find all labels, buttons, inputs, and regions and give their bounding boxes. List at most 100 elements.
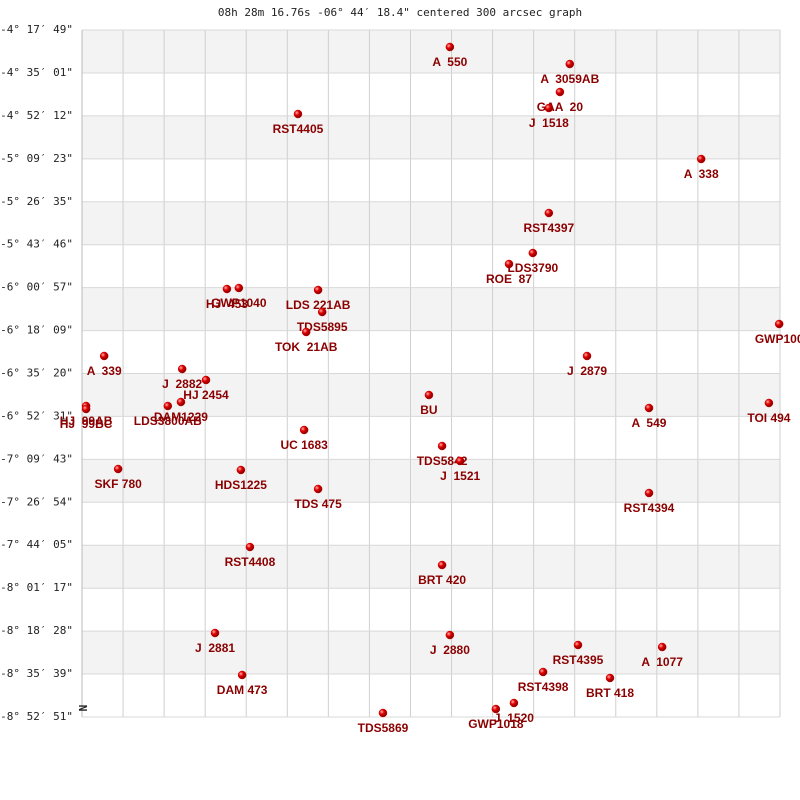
star-label: HJ 2454 bbox=[183, 388, 229, 402]
y-tick-label: -4° 17′ 49" bbox=[0, 23, 73, 36]
y-tick-label: -7° 09′ 43" bbox=[0, 452, 73, 465]
y-tick-label: -8° 52′ 51" bbox=[0, 710, 73, 723]
star-label: RST4398 bbox=[518, 680, 569, 694]
star-label: GWP1018 bbox=[468, 717, 524, 731]
star bbox=[99, 351, 109, 361]
star-label: A 338 bbox=[684, 167, 719, 181]
star bbox=[163, 401, 173, 411]
star bbox=[605, 673, 615, 683]
band bbox=[82, 201, 780, 245]
star-label: TOI 494 bbox=[747, 411, 790, 425]
star bbox=[504, 259, 514, 269]
y-tick-label: -7° 44′ 05" bbox=[0, 538, 73, 551]
star bbox=[509, 698, 519, 708]
star bbox=[573, 640, 583, 650]
star bbox=[176, 397, 186, 407]
star bbox=[245, 542, 255, 552]
star-label: A 550 bbox=[432, 55, 467, 69]
star-label: BU bbox=[420, 403, 437, 417]
star bbox=[582, 351, 592, 361]
star bbox=[544, 208, 554, 218]
y-tick-label: -8° 18′ 28" bbox=[0, 624, 73, 637]
star-label: RST4395 bbox=[553, 653, 604, 667]
star bbox=[544, 103, 554, 113]
band bbox=[82, 115, 780, 159]
y-tick-label: -4° 52′ 12" bbox=[0, 109, 73, 122]
y-tick-label: -7° 26′ 54" bbox=[0, 495, 73, 508]
star bbox=[424, 390, 434, 400]
star-label: J 2881 bbox=[195, 641, 235, 655]
star bbox=[301, 327, 311, 337]
y-tick-label: -8° 01′ 17" bbox=[0, 581, 73, 594]
star bbox=[234, 283, 244, 293]
star bbox=[299, 425, 309, 435]
y-tick-label: -6° 52′ 31" bbox=[0, 409, 73, 422]
star bbox=[237, 670, 247, 680]
star-label: HJ 99AB bbox=[60, 414, 113, 428]
star-label: HJ 99BC bbox=[60, 417, 113, 431]
star-label: GWP1040 bbox=[211, 296, 267, 310]
star bbox=[644, 403, 654, 413]
star bbox=[528, 248, 538, 258]
star-label: RST4397 bbox=[523, 221, 574, 235]
star bbox=[491, 704, 501, 714]
star bbox=[177, 364, 187, 374]
chart-title: 08h 28m 16.76s -06° 44′ 18.4" centered 3… bbox=[218, 6, 582, 19]
star-label: J 1518 bbox=[529, 116, 569, 130]
star bbox=[236, 465, 246, 475]
star bbox=[644, 488, 654, 498]
y-tick-label: -5° 09′ 23" bbox=[0, 152, 73, 165]
star-label: DAM1229 bbox=[154, 410, 208, 424]
y-tick-label: -5° 43′ 46" bbox=[0, 238, 73, 251]
star bbox=[313, 484, 323, 494]
star bbox=[313, 285, 323, 295]
y-tick-label: -4° 35′ 01" bbox=[0, 66, 73, 79]
y-tick-label: -6° 00′ 57" bbox=[0, 281, 73, 294]
star-label: BRT 420 bbox=[418, 573, 466, 587]
star bbox=[555, 87, 565, 97]
y-tick-label: -6° 18′ 09" bbox=[0, 324, 73, 337]
band bbox=[82, 30, 780, 73]
star-label: J 2880 bbox=[430, 643, 470, 657]
star-label: RST4408 bbox=[225, 555, 276, 569]
star-label: DAM 473 bbox=[217, 683, 268, 697]
star-label: A 1077 bbox=[641, 655, 683, 669]
star bbox=[774, 319, 784, 329]
star bbox=[764, 398, 774, 408]
star-label: GAA 20 bbox=[537, 100, 584, 114]
band bbox=[82, 459, 780, 503]
star-label: J 1521 bbox=[440, 469, 480, 483]
star bbox=[293, 109, 303, 119]
star-label: TDS5869 bbox=[358, 721, 409, 735]
star bbox=[81, 404, 91, 414]
star-label: LDS 221AB bbox=[286, 298, 351, 312]
star bbox=[437, 560, 447, 570]
star-label: TOK 21AB bbox=[275, 340, 338, 354]
star-label: J 1520 bbox=[494, 711, 534, 725]
star-label: A 549 bbox=[632, 416, 667, 430]
star bbox=[455, 456, 465, 466]
star-label: TDS 475 bbox=[294, 497, 342, 511]
star bbox=[210, 628, 220, 638]
star-label: RST4405 bbox=[273, 122, 324, 136]
star bbox=[538, 667, 548, 677]
band bbox=[82, 631, 780, 675]
star-label: TDS5842 bbox=[417, 454, 468, 468]
star bbox=[317, 307, 327, 317]
band bbox=[82, 545, 780, 589]
star bbox=[437, 441, 447, 451]
star-label: LDS3790 bbox=[507, 261, 558, 275]
star-label: A 339 bbox=[87, 364, 122, 378]
star bbox=[565, 59, 575, 69]
star-label: A 3059AB bbox=[540, 72, 599, 86]
star-label: RST4394 bbox=[624, 501, 675, 515]
star-label: GWP100 bbox=[755, 332, 800, 346]
star bbox=[445, 42, 455, 52]
star bbox=[113, 464, 123, 474]
star bbox=[445, 630, 455, 640]
star bbox=[657, 642, 667, 652]
star bbox=[696, 154, 706, 164]
y-tick-label: -5° 26′ 35" bbox=[0, 195, 73, 208]
star-label: HJ 453 bbox=[206, 297, 248, 311]
